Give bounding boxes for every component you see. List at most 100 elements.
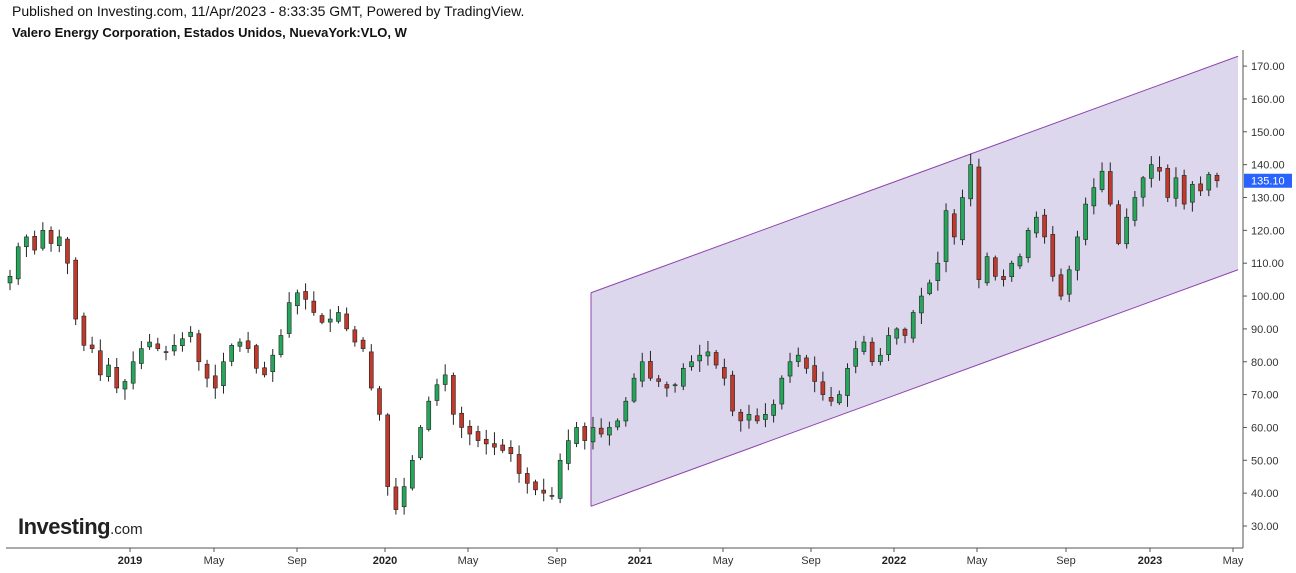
candle-body — [1149, 164, 1154, 179]
candle-body — [746, 414, 752, 421]
candle — [902, 327, 908, 344]
candle — [237, 338, 243, 352]
candle — [869, 337, 875, 366]
candle-body — [664, 384, 670, 389]
candle-body — [262, 367, 267, 376]
candle-body — [795, 354, 801, 362]
candle — [795, 347, 801, 368]
candle-body — [229, 345, 234, 362]
candle-body — [278, 335, 284, 355]
candle-body — [139, 348, 144, 364]
candle — [853, 340, 859, 374]
candle-body — [426, 400, 432, 430]
last-price-tag-bg — [1244, 173, 1292, 188]
candle-body — [32, 236, 37, 251]
published-info: Published on Investing.com, 11/Apr/2023 … — [12, 3, 525, 19]
candle — [147, 333, 152, 350]
candle — [722, 358, 727, 386]
candle — [163, 345, 169, 361]
candle-body — [155, 343, 161, 349]
candle — [1058, 268, 1064, 301]
candle-body — [130, 361, 136, 384]
candle — [533, 479, 538, 496]
candle — [229, 343, 234, 367]
candle — [130, 351, 136, 390]
candle-body — [65, 238, 70, 264]
candle — [212, 364, 218, 399]
candle — [204, 359, 210, 388]
candle-body — [656, 378, 661, 382]
x-tick-label: Sep — [801, 555, 821, 567]
candle-body — [1190, 184, 1195, 203]
x-tick-label: 2022 — [882, 555, 906, 567]
candle-body — [24, 236, 29, 248]
candle — [475, 425, 481, 448]
candle — [385, 413, 391, 496]
candle — [516, 445, 522, 483]
candle-body — [352, 329, 358, 343]
candle — [1124, 208, 1129, 249]
candle-body — [1206, 174, 1212, 191]
candle — [960, 189, 965, 246]
candle-body — [1001, 276, 1006, 280]
candle-body — [1157, 167, 1162, 172]
candle — [221, 352, 226, 394]
candle — [812, 356, 817, 393]
candle — [664, 381, 670, 397]
candle — [451, 372, 456, 425]
candle — [1157, 156, 1162, 181]
candle-body — [360, 339, 366, 349]
candle-body — [1099, 170, 1105, 190]
candle — [943, 203, 949, 273]
candle — [1214, 172, 1220, 188]
x-tick-label: May — [713, 555, 734, 567]
candle-body — [689, 361, 694, 368]
candle-body — [730, 374, 735, 412]
candle — [836, 390, 842, 405]
candle-body — [516, 454, 522, 474]
candle — [344, 307, 349, 332]
candle — [607, 421, 612, 446]
candle-body — [566, 440, 571, 464]
candle-body — [442, 374, 448, 385]
investing-logo: Investing .com — [18, 514, 143, 540]
candle-body — [401, 486, 407, 508]
candle-body — [623, 400, 629, 422]
candle — [590, 416, 596, 450]
candle-body — [237, 341, 243, 347]
candle-body — [524, 473, 530, 484]
candles — [7, 153, 1220, 515]
symbol-title: Valero Energy Corporation, Estados Unido… — [12, 25, 407, 40]
candle — [861, 335, 867, 355]
candle-body — [451, 375, 456, 415]
candle — [1107, 162, 1113, 207]
candle — [336, 305, 341, 324]
candle-body — [377, 388, 382, 415]
candle — [508, 440, 514, 462]
candle — [418, 424, 423, 461]
candle-body — [935, 262, 941, 281]
y-tick-label: 90.00 — [1251, 324, 1279, 336]
candle — [878, 347, 883, 366]
candle — [15, 242, 21, 285]
candle-body — [204, 363, 210, 379]
candle — [771, 399, 776, 423]
candle-body — [804, 357, 809, 369]
candle-body — [393, 486, 399, 510]
candle — [89, 336, 95, 354]
candle — [820, 371, 826, 401]
candle — [1066, 265, 1072, 302]
candle-body — [1050, 234, 1056, 277]
candle-body — [114, 367, 120, 389]
y-tick-label: 160.00 — [1251, 94, 1285, 106]
candle — [524, 467, 530, 494]
candle — [56, 229, 62, 253]
candle-body — [902, 328, 908, 336]
y-tick-label: 30.00 — [1251, 521, 1279, 533]
candle — [713, 349, 719, 369]
x-tick-label: May — [458, 555, 479, 567]
candle-body — [697, 354, 703, 362]
candle-body — [1042, 214, 1047, 238]
y-tick-label: 80.00 — [1251, 357, 1279, 369]
